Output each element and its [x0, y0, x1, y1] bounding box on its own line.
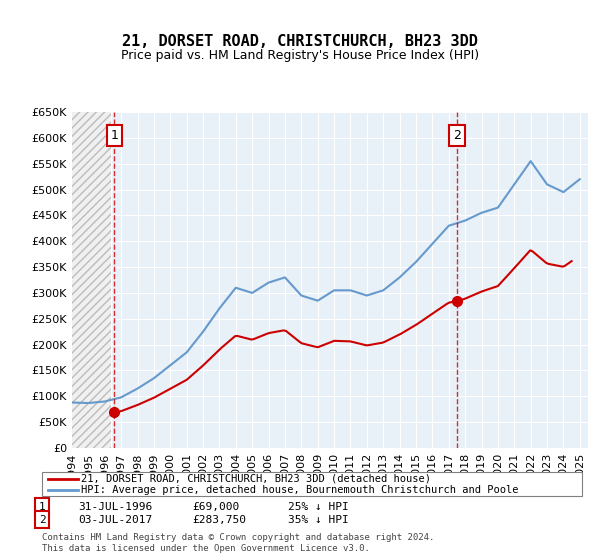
Text: 1: 1 [110, 129, 118, 142]
Text: 21, DORSET ROAD, CHRISTCHURCH, BH23 3DD (detached house): 21, DORSET ROAD, CHRISTCHURCH, BH23 3DD … [81, 474, 431, 484]
Text: Price paid vs. HM Land Registry's House Price Index (HPI): Price paid vs. HM Land Registry's House … [121, 49, 479, 63]
Text: 03-JUL-2017: 03-JUL-2017 [78, 515, 152, 525]
Text: £283,750: £283,750 [192, 515, 246, 525]
Text: 2: 2 [453, 129, 461, 142]
Text: 35% ↓ HPI: 35% ↓ HPI [288, 515, 349, 525]
Text: £69,000: £69,000 [192, 502, 239, 512]
Bar [72, 112, 112, 448]
Bar [72, 112, 112, 448]
Text: Contains HM Land Registry data © Crown copyright and database right 2024.
This d: Contains HM Land Registry data © Crown c… [42, 534, 434, 553]
Text: 1: 1 [38, 502, 46, 512]
Text: 31-JUL-1996: 31-JUL-1996 [78, 502, 152, 512]
Text: 21, DORSET ROAD, CHRISTCHURCH, BH23 3DD (detached house): 21, DORSET ROAD, CHRISTCHURCH, BH23 3DD … [81, 474, 431, 484]
Text: 2: 2 [38, 515, 46, 525]
Text: 21, DORSET ROAD, CHRISTCHURCH, BH23 3DD: 21, DORSET ROAD, CHRISTCHURCH, BH23 3DD [122, 35, 478, 49]
Text: HPI: Average price, detached house, Bournemouth Christchurch and Poole: HPI: Average price, detached house, Bour… [81, 485, 518, 495]
Text: HPI: Average price, detached house, Bournemouth Christchurch and Poole: HPI: Average price, detached house, Bour… [81, 485, 518, 495]
Text: 25% ↓ HPI: 25% ↓ HPI [288, 502, 349, 512]
